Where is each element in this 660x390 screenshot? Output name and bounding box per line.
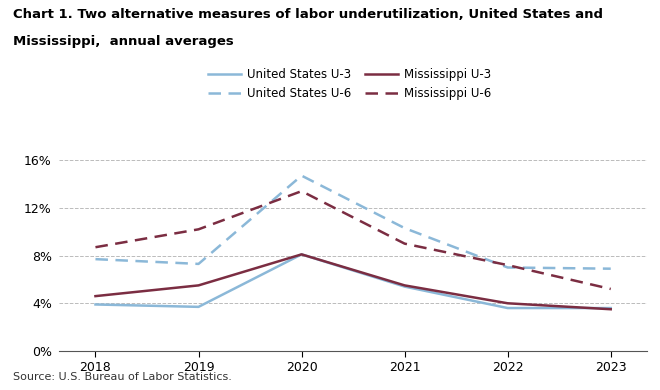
Mississippi U-6 bbox=[195, 227, 203, 232]
United States U-3 bbox=[607, 306, 614, 310]
United States U-3 bbox=[195, 305, 203, 309]
Line: United States U-3: United States U-3 bbox=[96, 254, 610, 308]
Legend: United States U-3, United States U-6, Mississippi U-3, Mississippi U-6: United States U-3, United States U-6, Mi… bbox=[208, 68, 492, 100]
Text: Mississippi,  annual averages: Mississippi, annual averages bbox=[13, 35, 234, 48]
Mississippi U-6 bbox=[607, 287, 614, 291]
United States U-3 bbox=[92, 302, 100, 307]
Mississippi U-6 bbox=[92, 245, 100, 250]
United States U-6 bbox=[504, 265, 512, 270]
United States U-3 bbox=[504, 306, 512, 310]
Mississippi U-3 bbox=[195, 283, 203, 288]
United States U-6 bbox=[195, 262, 203, 266]
Mississippi U-3 bbox=[504, 301, 512, 306]
Mississippi U-3 bbox=[607, 307, 614, 312]
Text: Source: U.S. Bureau of Labor Statistics.: Source: U.S. Bureau of Labor Statistics. bbox=[13, 372, 232, 382]
Mississippi U-6 bbox=[504, 263, 512, 268]
Line: United States U-6: United States U-6 bbox=[96, 176, 610, 269]
Line: Mississippi U-6: Mississippi U-6 bbox=[96, 191, 610, 289]
Line: Mississippi U-3: Mississippi U-3 bbox=[96, 254, 610, 309]
United States U-3 bbox=[401, 284, 409, 289]
Mississippi U-6 bbox=[298, 189, 306, 193]
Mississippi U-3 bbox=[298, 252, 306, 257]
United States U-6 bbox=[298, 173, 306, 178]
United States U-6 bbox=[401, 226, 409, 230]
Mississippi U-3 bbox=[92, 294, 100, 298]
United States U-6 bbox=[92, 257, 100, 261]
Text: Chart 1. Two alternative measures of labor underutilization, United States and: Chart 1. Two alternative measures of lab… bbox=[13, 8, 603, 21]
Mississippi U-6 bbox=[401, 241, 409, 246]
United States U-6 bbox=[607, 266, 614, 271]
United States U-3 bbox=[298, 252, 306, 257]
Mississippi U-3 bbox=[401, 283, 409, 288]
